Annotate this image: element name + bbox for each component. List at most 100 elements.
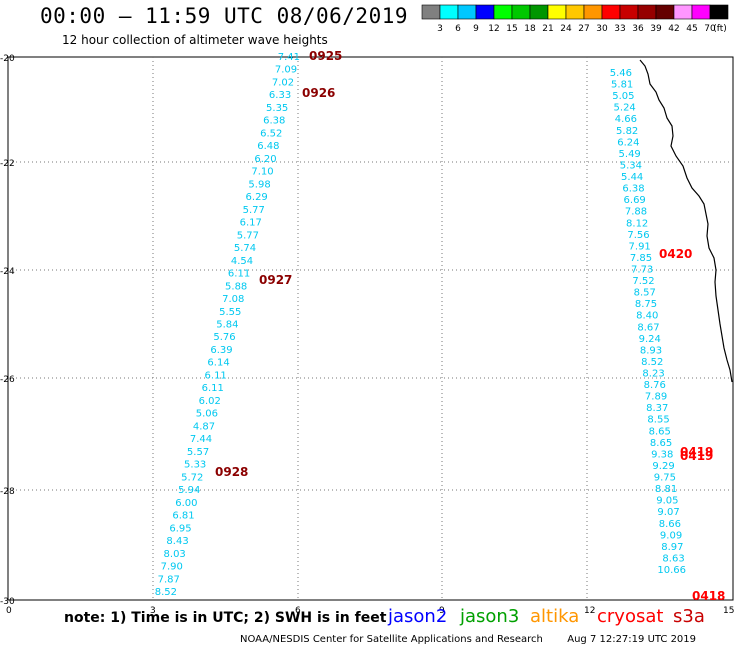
track-value: 6.52 bbox=[260, 128, 282, 139]
color-scale-swatch bbox=[691, 4, 711, 20]
track-value: 5.82 bbox=[616, 126, 638, 137]
timestamp-text: Aug 7 12:27:19 UTC 2019 bbox=[567, 634, 697, 645]
y-tick-label: -26 bbox=[0, 375, 15, 385]
y-tick-label: -20 bbox=[0, 54, 15, 64]
track-value: 9.29 bbox=[652, 461, 674, 472]
track-value: 8.40 bbox=[636, 311, 658, 322]
x-tick-label: 12 bbox=[584, 606, 595, 616]
x-tick-label: 9 bbox=[439, 606, 445, 616]
color-scale-label: 45 bbox=[686, 24, 697, 34]
x-tick-label: 15 bbox=[723, 606, 734, 616]
track-value: 5.46 bbox=[610, 68, 632, 79]
track-value: 6.17 bbox=[240, 218, 262, 229]
legend-cryosat: cryosat bbox=[597, 606, 664, 627]
track-value: 6.11 bbox=[205, 371, 227, 382]
track-value: 6.11 bbox=[202, 383, 224, 394]
track-value: 6.38 bbox=[622, 184, 644, 195]
track-value: 7.44 bbox=[190, 434, 212, 445]
track-value: 6.20 bbox=[254, 154, 276, 165]
pass-label: 0926 bbox=[302, 86, 335, 100]
color-scale-label: 18 bbox=[524, 24, 536, 34]
track-value: 5.55 bbox=[219, 307, 241, 318]
pass-label: 0925 bbox=[309, 49, 342, 63]
y-tick-label: -24 bbox=[0, 267, 15, 277]
y-tick-label: -22 bbox=[0, 159, 15, 169]
color-scale-swatch bbox=[583, 4, 603, 20]
track-value: 7.02 bbox=[272, 78, 294, 89]
page-title: 00:00 – 11:59 UTC 08/06/2019 bbox=[40, 4, 409, 28]
color-scale-label: 3 bbox=[437, 24, 443, 34]
track-value: 7.90 bbox=[161, 562, 183, 573]
y-tick-label: -30 bbox=[0, 597, 15, 607]
track-value: 8.52 bbox=[155, 587, 177, 598]
color-scale-swatch bbox=[529, 4, 549, 20]
track-value: 5.77 bbox=[243, 205, 265, 216]
track-value: 9.09 bbox=[660, 530, 682, 541]
track-value: 6.24 bbox=[617, 137, 639, 148]
color-scale-label: 33 bbox=[614, 24, 625, 34]
footer-credit: NOAA/NESDIS Center for Satellite Applica… bbox=[240, 634, 696, 645]
track-value: 7.85 bbox=[630, 253, 652, 264]
track-value: 5.74 bbox=[234, 243, 256, 254]
track-value: 8.81 bbox=[655, 484, 677, 495]
track-value: 6.11 bbox=[228, 269, 250, 280]
track-value: 5.06 bbox=[196, 409, 218, 420]
track-value: 8.65 bbox=[650, 438, 672, 449]
track-value: 7.89 bbox=[645, 392, 667, 403]
track-value: 5.94 bbox=[178, 485, 200, 496]
color-scale-label: 39 bbox=[650, 24, 662, 34]
track-value: 5.24 bbox=[614, 103, 636, 114]
pass-label: 0419 bbox=[680, 445, 713, 459]
track-value: 8.97 bbox=[661, 542, 683, 553]
legend-s3a: s3a bbox=[673, 606, 705, 627]
coastline bbox=[639, 59, 733, 383]
color-scale-swatch bbox=[619, 4, 639, 20]
color-scale-label: 24 bbox=[560, 24, 572, 34]
track-value: 4.87 bbox=[193, 421, 215, 432]
track-value: 7.08 bbox=[222, 294, 244, 305]
track-value: 8.76 bbox=[644, 380, 666, 391]
track-value: 5.98 bbox=[248, 179, 270, 190]
pass-label: 0419 bbox=[680, 449, 713, 463]
color-scale-swatch bbox=[493, 4, 513, 20]
track-value: 8.37 bbox=[646, 403, 668, 414]
color-scale-label: 70 bbox=[704, 24, 716, 34]
x-tick-label: 3 bbox=[150, 606, 156, 616]
track-value: 5.44 bbox=[621, 172, 643, 183]
track-value: 8.75 bbox=[635, 299, 657, 310]
track-value: 8.63 bbox=[662, 553, 684, 564]
color-scale-label: 30 bbox=[596, 24, 608, 34]
track-value: 8.66 bbox=[659, 519, 681, 530]
page-subtitle: 12 hour collection of altimeter wave hei… bbox=[62, 33, 328, 47]
color-scale-label: 9 bbox=[473, 24, 479, 34]
x-tick-label: 0 bbox=[6, 606, 12, 616]
track-value: 6.81 bbox=[172, 511, 194, 522]
color-scale-label: 12 bbox=[488, 24, 499, 34]
track-value: 5.76 bbox=[213, 332, 235, 343]
track-value: 8.67 bbox=[637, 322, 659, 333]
track-value: 6.39 bbox=[210, 345, 232, 356]
track-value: 9.38 bbox=[651, 449, 673, 460]
track-value: 5.72 bbox=[181, 472, 203, 483]
plot-frame bbox=[7, 56, 734, 601]
color-scale-swatch bbox=[655, 4, 675, 20]
track-value: 8.03 bbox=[164, 549, 186, 560]
track-value: 9.24 bbox=[639, 334, 661, 345]
track-value: 8.23 bbox=[642, 369, 664, 380]
track-value: 7.09 bbox=[275, 65, 297, 76]
color-scale-label: 27 bbox=[578, 24, 589, 34]
track-value: 5.81 bbox=[611, 80, 633, 91]
pass-label: 0420 bbox=[659, 247, 692, 261]
track-value: 8.55 bbox=[647, 415, 669, 426]
color-scale-swatch bbox=[565, 4, 585, 20]
track-value: 7.41 bbox=[278, 52, 300, 63]
color-scale-swatch bbox=[547, 4, 567, 20]
color-scale-swatch bbox=[709, 4, 729, 20]
track-value: 5.33 bbox=[184, 460, 206, 471]
track-value: 4.54 bbox=[231, 256, 253, 267]
track-value: 5.35 bbox=[266, 103, 288, 114]
color-scale-label: 36 bbox=[632, 24, 644, 34]
track-value: 6.02 bbox=[199, 396, 221, 407]
